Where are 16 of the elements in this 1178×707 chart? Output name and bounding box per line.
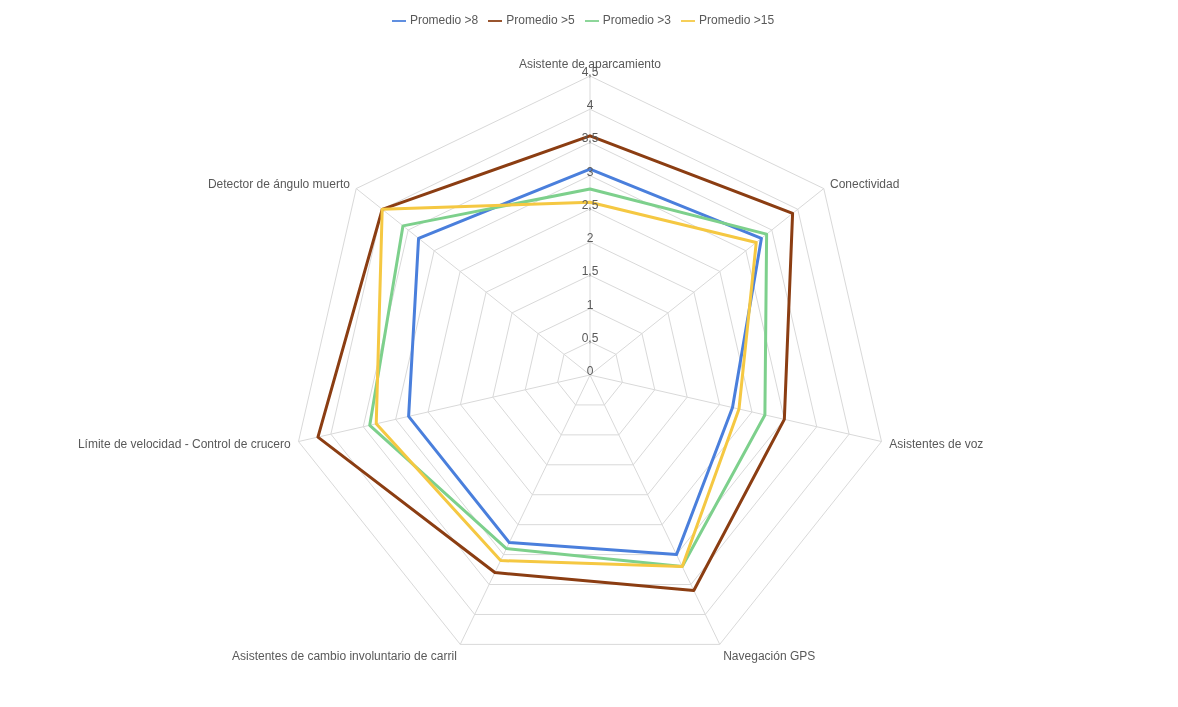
spoke-label: Asistentes de cambio involuntario de carril bbox=[232, 649, 457, 664]
y-tick-label: 1 bbox=[586, 297, 594, 312]
legend-label: Promedio >3 bbox=[602, 13, 672, 27]
spoke-label: Asistentes de voz bbox=[889, 436, 984, 451]
legend-label: Promedio >5 bbox=[506, 13, 575, 27]
spoke-label: Navegación GPS bbox=[723, 649, 816, 664]
y-tick-label: 1,5 bbox=[581, 264, 599, 279]
legend-label: Promedio >15 bbox=[699, 13, 775, 27]
y-tick-label: 2 bbox=[586, 231, 594, 246]
y-tick-label: 0 bbox=[586, 364, 594, 378]
spoke-label: Detector de ángulo muerto bbox=[207, 176, 351, 191]
y-tick-label: 4 bbox=[586, 98, 594, 113]
legend-label: Promedio >8 bbox=[409, 13, 479, 27]
spoke-label: Conectividad bbox=[830, 176, 900, 191]
spoke-label: Límite de velocidad - Control de crucero bbox=[77, 436, 292, 451]
y-tick-label: 0,5 bbox=[581, 330, 599, 345]
